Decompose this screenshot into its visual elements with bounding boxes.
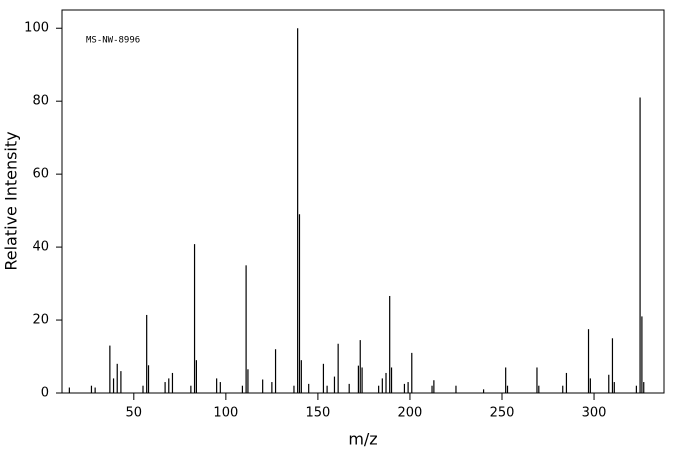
y-tick-label: 100 — [24, 21, 49, 36]
annotation: MS-NW-8996 — [86, 36, 140, 46]
y-tick-label: 0 — [41, 386, 49, 401]
y-tick-label: 20 — [32, 313, 49, 328]
x-axis-title: m/z — [348, 430, 377, 449]
plot-frame — [61, 9, 665, 394]
y-tick-label: 80 — [32, 94, 49, 109]
x-tick-label: 250 — [490, 406, 515, 421]
y-tick-label: 60 — [32, 167, 49, 182]
x-tick-label: 100 — [213, 406, 238, 421]
y-tick-label: 40 — [32, 240, 49, 255]
y-axis-title: Relative Intensity — [2, 131, 21, 270]
x-tick-label: 200 — [398, 406, 423, 421]
x-tick-label: 150 — [305, 406, 330, 421]
x-tick-label: 50 — [126, 406, 143, 421]
x-tick-label: 300 — [582, 406, 607, 421]
